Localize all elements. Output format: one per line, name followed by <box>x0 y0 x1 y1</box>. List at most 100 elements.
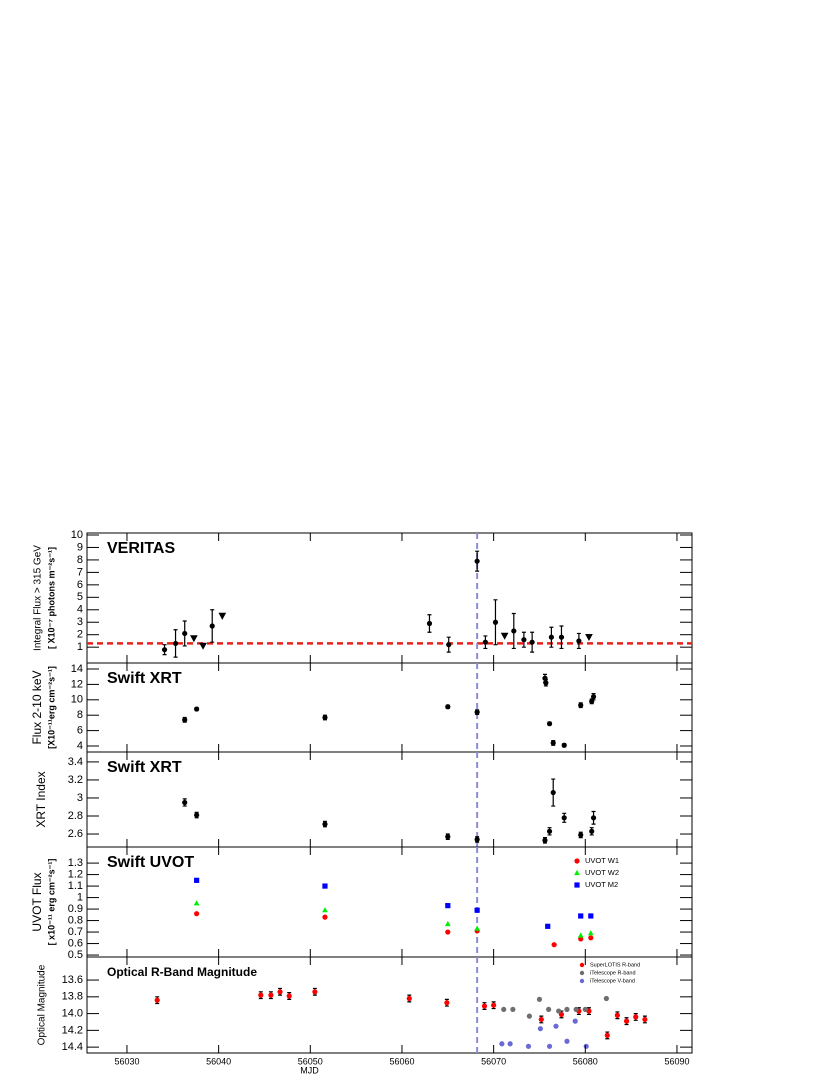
point <box>642 1016 648 1023</box>
point <box>538 1016 544 1023</box>
y-tick-label: 8 <box>77 554 83 566</box>
x-tick-label: 56070 <box>481 1056 506 1066</box>
legend-marker <box>574 869 580 876</box>
y-axis-label: Flux 2-10 keV <box>30 670 44 744</box>
point <box>194 812 200 818</box>
point <box>194 911 200 917</box>
y-tick-label: 0.6 <box>68 937 83 949</box>
point <box>587 930 594 936</box>
point <box>511 628 517 634</box>
x-tick-label: 56050 <box>298 1056 323 1066</box>
point <box>161 647 168 653</box>
x-tick-label: 56080 <box>573 1056 598 1066</box>
y-tick-label: 2.8 <box>68 810 83 822</box>
y-tick-label: 2 <box>77 629 83 641</box>
point <box>209 623 215 629</box>
panel-frame <box>86 956 693 1054</box>
y-tick-label: 0.9 <box>68 903 83 915</box>
point <box>444 1000 450 1006</box>
point <box>507 1041 513 1047</box>
y-tick-label: 0.8 <box>68 914 83 926</box>
point <box>543 680 549 686</box>
y-tick-label: 14.2 <box>62 1024 83 1036</box>
y-tick-label: 13.8 <box>62 991 83 1003</box>
point <box>521 637 527 643</box>
point <box>510 1006 516 1013</box>
point <box>603 995 609 1002</box>
point <box>182 799 188 806</box>
point <box>277 989 283 995</box>
point <box>491 1002 497 1008</box>
point <box>182 717 188 723</box>
point <box>583 1043 589 1049</box>
y-tick-label: 10 <box>71 529 83 541</box>
y-tick-label: 10 <box>71 694 83 706</box>
y-tick-label: 3.2 <box>68 774 83 786</box>
point <box>590 815 597 821</box>
point <box>481 1003 488 1009</box>
point <box>553 1023 559 1029</box>
point <box>258 992 264 998</box>
y-axis-label: XRT Index <box>34 771 48 827</box>
point <box>561 742 567 748</box>
legend-label: iTelescope R-band <box>590 970 636 976</box>
y-tick-label: 6 <box>77 725 83 737</box>
point <box>577 932 584 938</box>
y-axis-label: UVOT Flux <box>30 872 44 931</box>
legend-marker <box>579 978 585 984</box>
y-tick-label: 4 <box>77 604 83 616</box>
legend-label: UVOT M2 <box>585 880 618 889</box>
point <box>426 620 433 627</box>
point <box>537 1026 543 1032</box>
x-axis-label: MJD <box>300 1065 319 1075</box>
y-axis-label: Integral Flux > 315 GeV <box>33 545 44 651</box>
legend-label: UVOT W2 <box>585 868 619 877</box>
point <box>564 1006 570 1013</box>
point <box>529 639 535 645</box>
x-tick-label: 56030 <box>114 1056 139 1066</box>
point <box>542 837 548 843</box>
point <box>582 1006 588 1013</box>
y-tick-label: 14 <box>71 663 83 675</box>
y-tick-label: 0.5 <box>68 949 83 961</box>
y-tick-label: 1 <box>77 891 83 903</box>
point <box>500 632 509 640</box>
y-tick-label: 4 <box>77 740 83 752</box>
point <box>406 995 412 1002</box>
point <box>525 1043 532 1049</box>
y-tick-label: 3 <box>77 616 83 628</box>
point <box>546 1043 553 1049</box>
point <box>199 642 207 650</box>
point <box>499 1041 505 1047</box>
point <box>312 989 318 995</box>
point <box>474 709 480 715</box>
y-tick-label: 12 <box>71 678 83 690</box>
y-tick-label: 1 <box>77 641 83 653</box>
panel-title: Swift XRT <box>107 759 182 776</box>
point <box>322 907 328 913</box>
x-tick-label: 56040 <box>206 1056 231 1066</box>
y-tick-label: 0.7 <box>68 926 83 938</box>
point <box>268 992 274 998</box>
point <box>585 633 593 642</box>
point <box>445 834 451 840</box>
panel-title: Optical R-Band Magnitude <box>107 965 257 979</box>
point <box>172 640 179 647</box>
point <box>573 1006 579 1013</box>
legend-marker <box>574 858 580 864</box>
point <box>322 714 328 721</box>
point <box>154 997 160 1003</box>
y-tick-label: 3 <box>77 792 83 804</box>
point <box>190 635 198 643</box>
point <box>551 942 557 948</box>
point <box>322 821 328 827</box>
y-tick-label: 6 <box>77 579 83 591</box>
y-axis-label: Optical Magnitude <box>37 964 48 1045</box>
point <box>550 740 556 746</box>
point <box>564 1038 570 1044</box>
point <box>548 634 554 640</box>
y-tick-label: 7 <box>77 566 83 578</box>
point <box>546 828 553 834</box>
panel-title: Swift UVOT <box>107 854 194 871</box>
point <box>614 1012 620 1018</box>
